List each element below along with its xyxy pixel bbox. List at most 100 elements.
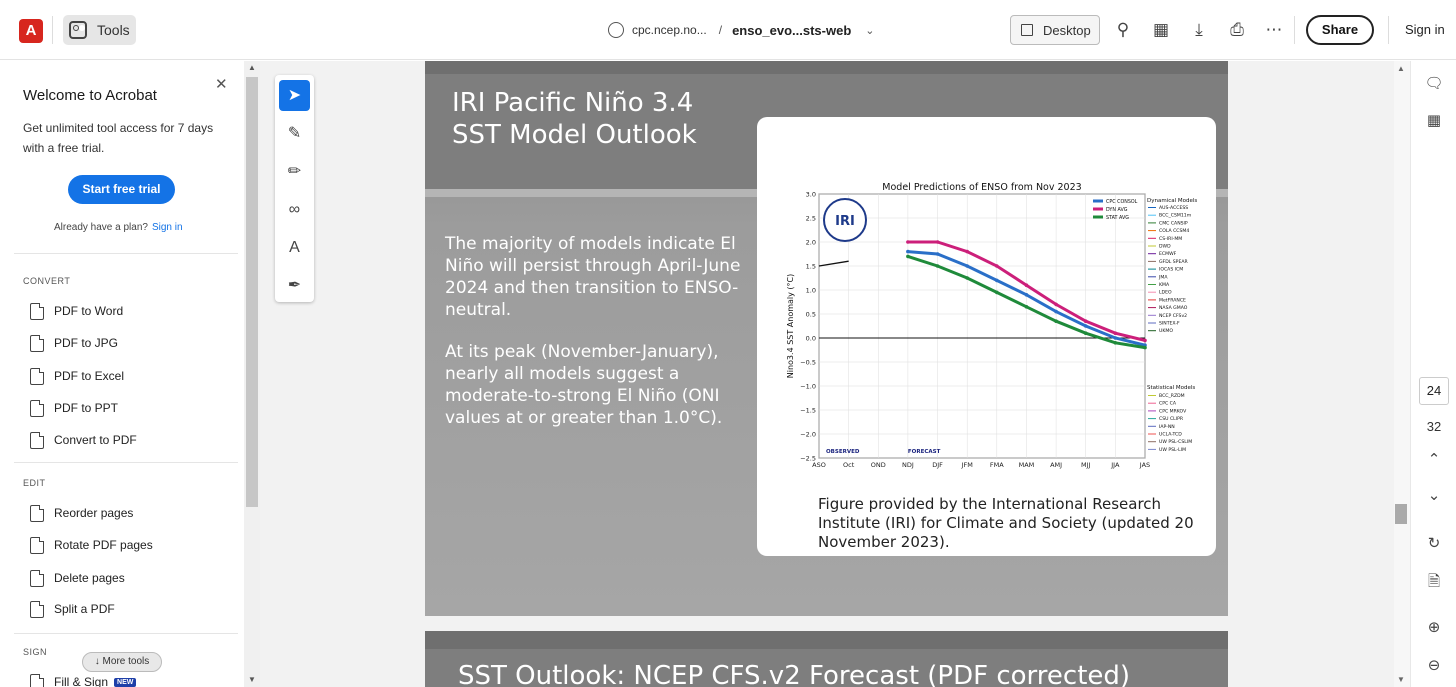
top-toolbar: A Tools cpc.ncep.no... / enso_evo...sts-… [0, 0, 1456, 60]
rotate-pages-icon [30, 536, 44, 554]
section-header-sign: SIGN [23, 647, 48, 657]
slide-title-line2: SST Model Outlook [452, 120, 697, 150]
legend-model-label: LDEO [1159, 290, 1172, 296]
scroll-down-arrow-icon[interactable]: ▼ [248, 675, 256, 684]
page-info-icon[interactable]: 🗎 [1427, 573, 1441, 590]
add-comment-icon[interactable]: ✎ [287, 125, 302, 142]
start-free-trial-button[interactable]: Start free trial [68, 175, 175, 204]
x-tick-label: JJA [1110, 461, 1120, 469]
sidebar-item-pdf-to-word[interactable]: PDF to Word [30, 300, 123, 322]
all-tools-grid-icon[interactable]: ▦ [1426, 112, 1442, 129]
iri-logo [823, 198, 867, 242]
legend-label: DYN AVG [1106, 207, 1128, 213]
scroll-down-arrow-icon[interactable]: ▼ [1397, 675, 1405, 684]
series-point [965, 276, 969, 280]
sidebar-sign-in-link[interactable]: Sign in [151, 222, 183, 233]
sidebar-item-reorder-pages[interactable]: Reorder pages [30, 502, 133, 524]
y-tick-label: −2.5 [800, 455, 816, 463]
figure-card: Model Predictions of ENSO from Nov 2023 3… [757, 117, 1216, 556]
y-tick-label: −1.5 [800, 407, 816, 415]
sidebar-item-convert-to-pdf[interactable]: Convert to PDF [30, 429, 137, 451]
y-tick-label: 1.5 [806, 263, 816, 271]
series-point [1024, 283, 1029, 287]
print-icon[interactable]: ⎙ [1230, 20, 1244, 39]
file-name: enso_evo...sts-web [732, 22, 852, 38]
chevron-down-icon[interactable]: ⌄ [865, 24, 875, 37]
sidebar-item-label: Rotate PDF pages [54, 538, 153, 552]
y-tick-label: 1.0 [806, 287, 816, 295]
document-scroll-thumb[interactable] [1395, 504, 1407, 524]
more-options-icon[interactable]: ⋯ [1265, 20, 1283, 39]
y-tick-label: −0.5 [800, 359, 816, 367]
zoom-in-icon[interactable]: ⊕ [1427, 619, 1441, 636]
globe-icon [608, 22, 624, 38]
series-point [1024, 305, 1029, 309]
sidebar-item-rotate-pages[interactable]: Rotate PDF pages [30, 534, 153, 556]
fill-sign-icon[interactable]: ✒ [287, 277, 302, 294]
divider [14, 462, 238, 463]
sidebar-title: Welcome to Acrobat [23, 87, 157, 104]
series-point [1054, 319, 1058, 323]
sidebar-item-pdf-to-jpg[interactable]: PDF to JPG [30, 332, 118, 354]
split-pdf-icon [30, 600, 44, 618]
sidebar-scrollbar[interactable]: ▲ ▼ [244, 61, 260, 687]
current-page-input[interactable]: 24 [1419, 377, 1449, 405]
series-point [906, 254, 910, 259]
series-point [1083, 324, 1088, 328]
x-tick-label: AMJ [1050, 461, 1062, 469]
legend-model-label: GFDL SPEAR [1159, 259, 1188, 265]
series-point [1113, 341, 1118, 345]
file-ppt-icon [30, 399, 44, 417]
divider [14, 633, 238, 634]
document-location[interactable]: cpc.ncep.no... / enso_evo...sts-web ⌄ [608, 20, 875, 40]
open-desktop-button[interactable]: Desktop [1010, 15, 1100, 45]
slide-paragraph-2: At its peak (November-January), nearly a… [445, 342, 723, 428]
series-point [935, 264, 940, 268]
total-pages: 32 [1426, 419, 1442, 434]
series-point [1024, 293, 1029, 297]
search-icon[interactable]: ⚲ [1116, 20, 1130, 39]
series-point [1054, 309, 1058, 314]
scroll-up-arrow-icon[interactable]: ▲ [248, 63, 256, 72]
next-page-icon[interactable]: ⌄ [1427, 487, 1441, 504]
sidebar-scroll-thumb[interactable] [246, 77, 258, 507]
refresh-icon[interactable]: ↻ [1427, 535, 1441, 552]
more-tools-label: More tools [102, 656, 150, 667]
scroll-up-arrow-icon[interactable]: ▲ [1397, 64, 1405, 73]
already-text: Already have a plan? [54, 222, 148, 233]
sidebar-item-split-pdf[interactable]: Split a PDF [30, 598, 115, 620]
comments-icon[interactable]: 🗨 [1424, 75, 1444, 92]
desktop-label: Desktop [1043, 22, 1091, 38]
text-select-icon[interactable]: A [289, 239, 300, 256]
page-thumbnails-icon[interactable]: ▦ [1152, 20, 1170, 39]
close-icon[interactable]: ✕ [215, 76, 228, 93]
series-point [1143, 345, 1147, 350]
sidebar-item-pdf-to-ppt[interactable]: PDF to PPT [30, 397, 118, 419]
tools-button[interactable]: Tools [63, 15, 136, 45]
sidebar-item-label: Convert to PDF [54, 433, 137, 447]
series-point [965, 249, 969, 254]
x-tick-label: JAS [1139, 461, 1150, 469]
download-icon[interactable]: ⤓ [1195, 20, 1203, 39]
document-scrollbar[interactable]: ▲ ▼ [1394, 61, 1410, 687]
sign-in-link[interactable]: Sign in [1405, 22, 1445, 37]
x-tick-label: ASO [812, 461, 826, 469]
sidebar-item-delete-pages[interactable]: Delete pages [30, 567, 125, 589]
legend-model-label: MetFRANCE [1159, 297, 1186, 303]
legend-model-label: SINTEX-F [1159, 321, 1180, 327]
zoom-out-icon[interactable]: ⊖ [1427, 657, 1441, 674]
select-cursor-icon[interactable]: ➤ [279, 80, 310, 111]
draw-lasso-icon[interactable]: ∞ [288, 201, 301, 218]
sidebar-item-label: Fill & Sign [54, 675, 109, 687]
legend-model-label: NCEP CFSv2 [1159, 313, 1187, 319]
series-point [1113, 336, 1118, 340]
chart-title: Model Predictions of ENSO from Nov 2023 [882, 182, 1081, 193]
share-button[interactable]: Share [1306, 15, 1374, 45]
sidebar-item-pdf-to-excel[interactable]: PDF to Excel [30, 365, 124, 387]
acrobat-logo-icon[interactable]: A [19, 19, 43, 43]
more-tools-button[interactable]: ↓ More tools [82, 652, 162, 672]
previous-page-icon[interactable]: ⌃ [1427, 451, 1441, 468]
highlight-pen-icon[interactable]: ✏ [287, 163, 302, 180]
sidebar-item-fill-sign[interactable]: Fill & Sign NEW [30, 671, 137, 687]
legend-model-label: CS-IRI-MM [1159, 236, 1182, 242]
